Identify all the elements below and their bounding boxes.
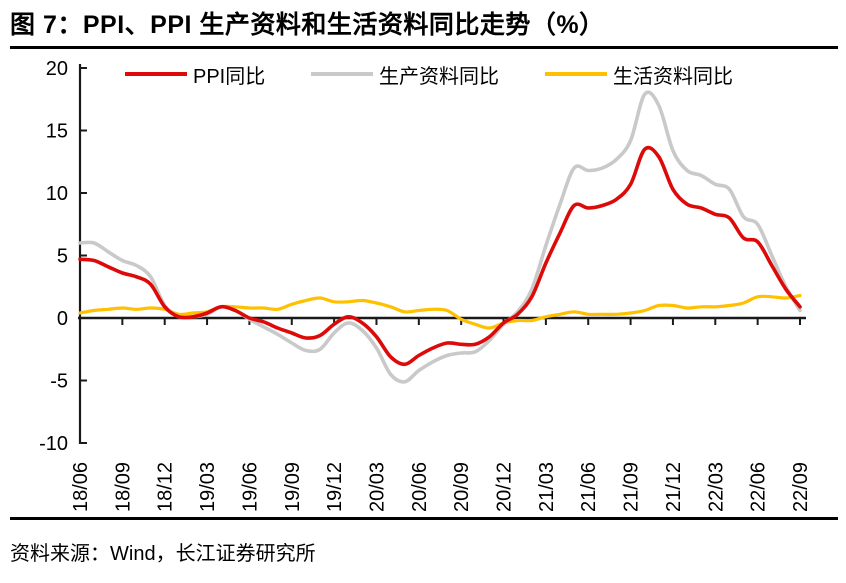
x-tick-label: 21/03 — [536, 462, 558, 512]
x-tick-label: 20/09 — [451, 462, 473, 512]
series-line-2 — [78, 293, 802, 330]
chart-legend: PPI同比 生产资料同比 生活资料同比 — [0, 61, 846, 88]
figure-title: 图 7：PPI、PPI 生产资料和生活资料同比走势（%） — [10, 11, 605, 39]
legend-label-production: 生产资料同比 — [379, 65, 499, 88]
x-tick-label: 18/12 — [155, 462, 177, 512]
x-tick-label: 20/12 — [494, 462, 516, 512]
x-tick-label: 20/03 — [366, 462, 388, 512]
legend-line-swatch-living — [545, 72, 607, 76]
legend-item-production: 生产资料同比 — [311, 61, 499, 88]
series-line-0 — [78, 145, 802, 367]
legend-label-living: 生活资料同比 — [613, 65, 733, 88]
x-tick-label: 22/06 — [748, 462, 770, 512]
title-divider — [10, 46, 838, 49]
x-tick-label: 19/03 — [197, 462, 219, 512]
y-tick-label: 15 — [46, 121, 68, 143]
x-tick-label: 22/09 — [790, 462, 812, 512]
y-tick-label: 5 — [57, 246, 68, 268]
series-line-1 — [78, 90, 802, 384]
x-tick-label: 21/12 — [663, 462, 685, 512]
x-tick-label: 22/03 — [705, 462, 727, 512]
x-tick-label: 18/09 — [112, 462, 134, 512]
legend-item-living: 生活资料同比 — [545, 61, 733, 88]
legend-line-swatch-production — [311, 72, 373, 76]
legend-item-ppi: PPI同比 — [125, 61, 266, 88]
y-tick-label: 10 — [46, 183, 68, 205]
y-tick-label: -5 — [50, 371, 68, 393]
x-tick-label: 18/06 — [70, 462, 92, 512]
x-tick-label: 21/09 — [621, 462, 643, 512]
x-tick-label: 19/09 — [282, 462, 304, 512]
y-tick-label: 0 — [57, 308, 68, 330]
x-tick-label: 20/06 — [409, 462, 431, 512]
y-tick-label: -10 — [39, 433, 68, 455]
x-tick-label: 21/06 — [578, 462, 600, 512]
legend-label-ppi: PPI同比 — [193, 65, 266, 88]
legend-line-swatch-ppi — [125, 72, 187, 76]
chart-divider — [10, 517, 838, 520]
y-tick-label: 20 — [46, 58, 68, 80]
x-tick-label: 19/12 — [324, 462, 346, 512]
source-note: 资料来源：Wind，长江证券研究所 — [10, 543, 316, 565]
x-tick-label: 19/06 — [239, 462, 261, 512]
